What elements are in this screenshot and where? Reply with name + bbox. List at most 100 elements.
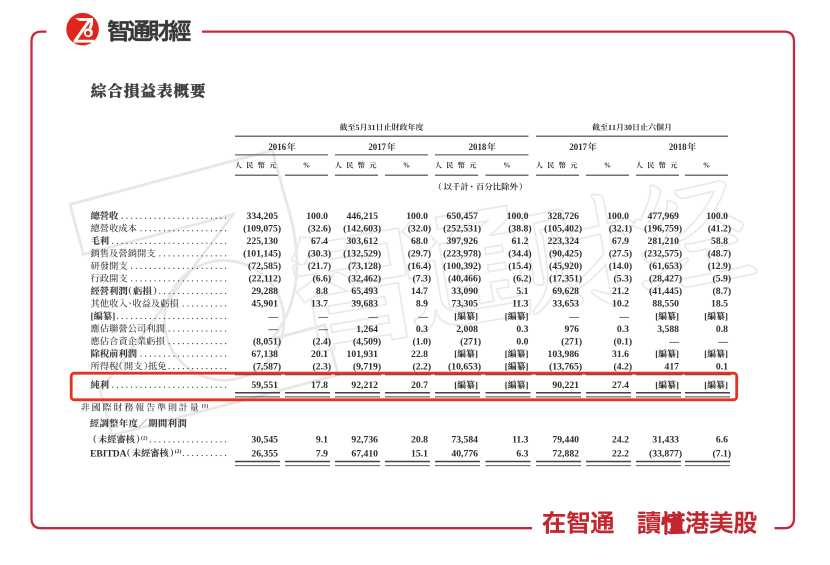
svg-text:—: — <box>417 311 428 322</box>
svg-text:90,221: 90,221 <box>552 380 579 391</box>
svg-text:EBITDA: EBITDA <box>90 449 127 459</box>
svg-text:(105,402): (105,402) <box>544 224 582 235</box>
svg-text:88,550: 88,550 <box>652 299 679 310</box>
svg-text:6.6: 6.6 <box>716 435 728 446</box>
svg-text:100.0: 100.0 <box>607 211 629 222</box>
svg-text:24.2: 24.2 <box>612 435 629 446</box>
svg-text:9.1: 9.1 <box>316 435 328 446</box>
svg-text:5.1: 5.1 <box>516 286 528 297</box>
svg-text:(5.3): (5.3) <box>614 274 633 285</box>
svg-text:(13,765): (13,765) <box>549 361 582 372</box>
svg-text:—: — <box>568 311 579 322</box>
svg-text:(22,112): (22,112) <box>249 274 282 285</box>
svg-text:(252,531): (252,531) <box>443 224 481 235</box>
svg-text:(73,128): (73,128) <box>348 261 381 272</box>
svg-text:(109,075): (109,075) <box>243 224 281 235</box>
svg-text:(40,466): (40,466) <box>448 274 481 285</box>
svg-text:(41.2): (41.2) <box>708 224 731 235</box>
svg-text:67,138: 67,138 <box>251 349 278 360</box>
svg-text:31.6: 31.6 <box>612 349 629 360</box>
svg-text:(7.3): (7.3) <box>413 274 432 285</box>
svg-text:101,931: 101,931 <box>347 349 379 360</box>
svg-text:1,264: 1,264 <box>356 324 378 335</box>
svg-text:(0.1): (0.1) <box>614 336 633 347</box>
svg-text:(6.6): (6.6) <box>313 274 332 285</box>
svg-text:(15.4): (15.4) <box>508 261 531 272</box>
svg-text:477,969: 477,969 <box>648 211 680 222</box>
svg-text:—: — <box>367 311 378 322</box>
svg-text:(271): (271) <box>561 336 582 347</box>
svg-text:61.2: 61.2 <box>512 236 529 247</box>
svg-text:—: — <box>618 311 629 322</box>
svg-text:11.3: 11.3 <box>512 435 529 446</box>
svg-text:30,545: 30,545 <box>251 435 278 446</box>
svg-text:(9,719): (9,719) <box>353 361 381 372</box>
svg-text:17.8: 17.8 <box>311 380 328 391</box>
svg-text:11.3: 11.3 <box>512 299 529 310</box>
svg-text:45,901: 45,901 <box>251 299 278 310</box>
svg-text:328,726: 328,726 <box>548 211 580 222</box>
svg-text:—: — <box>267 324 278 335</box>
svg-text:417: 417 <box>664 361 679 372</box>
svg-text:(61,653): (61,653) <box>649 261 682 272</box>
svg-text:69,628: 69,628 <box>552 286 579 297</box>
svg-text:92,736: 92,736 <box>351 435 378 446</box>
svg-text:8.8: 8.8 <box>316 286 328 297</box>
svg-text:225,130: 225,130 <box>247 236 279 247</box>
svg-text:18.5: 18.5 <box>711 299 728 310</box>
svg-text:(6.2): (6.2) <box>513 274 532 285</box>
svg-text:(38.8): (38.8) <box>508 224 531 235</box>
svg-text:(29.7): (29.7) <box>408 249 431 260</box>
svg-text:13.7: 13.7 <box>311 299 328 310</box>
svg-text:(33,877): (33,877) <box>649 448 682 459</box>
svg-text:0.3: 0.3 <box>617 324 629 335</box>
svg-text:(12.9): (12.9) <box>708 261 731 272</box>
svg-text:2018: 2018 <box>469 142 487 152</box>
svg-text:(48.7): (48.7) <box>708 249 731 260</box>
svg-text:976: 976 <box>564 324 579 335</box>
svg-text:68.0: 68.0 <box>411 236 428 247</box>
svg-text:20.7: 20.7 <box>411 380 428 391</box>
svg-text:(4,509): (4,509) <box>353 336 381 347</box>
svg-text:103,986: 103,986 <box>548 349 580 360</box>
svg-text:14.7: 14.7 <box>411 286 428 297</box>
svg-text:15.1: 15.1 <box>411 448 428 459</box>
svg-text:(32.1): (32.1) <box>609 224 632 235</box>
svg-text:397,926: 397,926 <box>447 236 479 247</box>
svg-text:(28,427): (28,427) <box>649 274 682 285</box>
svg-text:(2.4): (2.4) <box>313 336 332 347</box>
svg-text:40,776: 40,776 <box>451 448 478 459</box>
svg-text:—: — <box>668 336 679 347</box>
svg-text:(72,585): (72,585) <box>248 261 281 272</box>
svg-text:(14.0): (14.0) <box>609 261 632 272</box>
svg-text:(32.0): (32.0) <box>408 224 431 235</box>
svg-text:0.0: 0.0 <box>516 336 528 347</box>
svg-text:%: % <box>604 162 611 170</box>
svg-text:31,433: 31,433 <box>652 435 679 446</box>
svg-text:(16.4): (16.4) <box>408 261 431 272</box>
svg-text:(32.6): (32.6) <box>308 224 331 235</box>
svg-text:72,882: 72,882 <box>552 448 579 459</box>
svg-text:22.8: 22.8 <box>411 349 428 360</box>
svg-text:2017: 2017 <box>368 142 386 152</box>
svg-text:(7.1): (7.1) <box>713 448 732 459</box>
svg-text:6.3: 6.3 <box>516 448 528 459</box>
svg-text:(32,462): (32,462) <box>348 274 381 285</box>
svg-text:(30.3): (30.3) <box>308 249 331 260</box>
svg-text:(34.4): (34.4) <box>508 249 531 260</box>
svg-text:—: — <box>717 336 728 347</box>
svg-text:(196,759): (196,759) <box>644 224 682 235</box>
svg-text:73,584: 73,584 <box>451 435 478 446</box>
svg-text:65,493: 65,493 <box>351 286 378 297</box>
svg-text:—: — <box>317 311 328 322</box>
svg-text:(2): (2) <box>175 448 182 455</box>
svg-text:(7,587): (7,587) <box>253 361 281 372</box>
svg-text:73,305: 73,305 <box>451 299 478 310</box>
svg-text:(4.2): (4.2) <box>614 361 633 372</box>
svg-text:%: % <box>303 162 310 170</box>
svg-text:0.3: 0.3 <box>516 324 528 335</box>
svg-text:21.2: 21.2 <box>612 286 629 297</box>
svg-text:(21.7): (21.7) <box>308 261 331 272</box>
svg-text:39,683: 39,683 <box>351 299 378 310</box>
svg-text:79,440: 79,440 <box>552 435 579 446</box>
